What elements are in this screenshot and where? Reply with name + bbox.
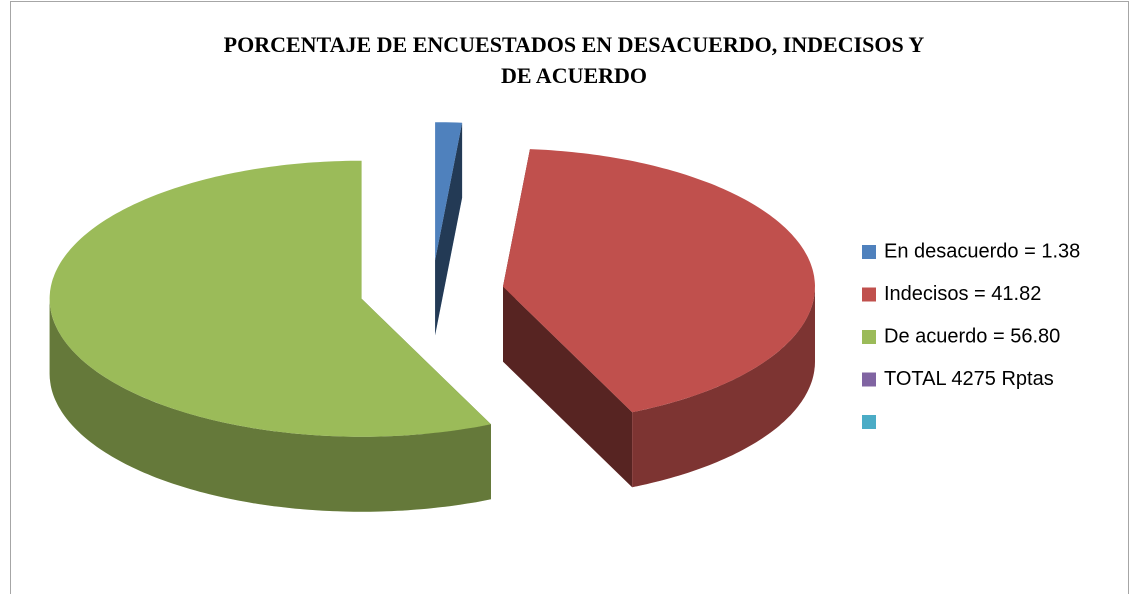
slice-wall: [632, 286, 815, 488]
legend-swatch: [862, 245, 876, 259]
legend-swatch: [862, 415, 876, 429]
chart-title: PORCENTAJE DE ENCUESTADOS EN DESACUERDO,…: [224, 32, 925, 57]
slice-tops: [49, 122, 815, 437]
slice-wall: [49, 298, 491, 512]
legend-label: TOTAL 4275 Rptas: [884, 368, 1054, 390]
slice: [503, 149, 815, 413]
slice-side: [435, 122, 463, 336]
slice-wall-shade: [632, 286, 815, 488]
legend-label: Indecisos = 41.82: [884, 283, 1041, 305]
legend-swatch: [862, 330, 876, 344]
slice-cut-shade: [503, 286, 633, 488]
slice-side: [503, 149, 815, 488]
legend-swatch: [862, 372, 876, 387]
legend-label: En desacuerdo = 1.38: [884, 240, 1080, 262]
slice: [435, 122, 463, 261]
legend-label: De acuerdo = 56.80: [884, 325, 1060, 347]
chart-title: DE ACUERDO: [501, 63, 647, 88]
slice-wall-shade: [49, 298, 491, 512]
slice: [49, 160, 491, 437]
slice-cut-shade: [435, 122, 463, 336]
legend-swatch: [862, 287, 876, 302]
